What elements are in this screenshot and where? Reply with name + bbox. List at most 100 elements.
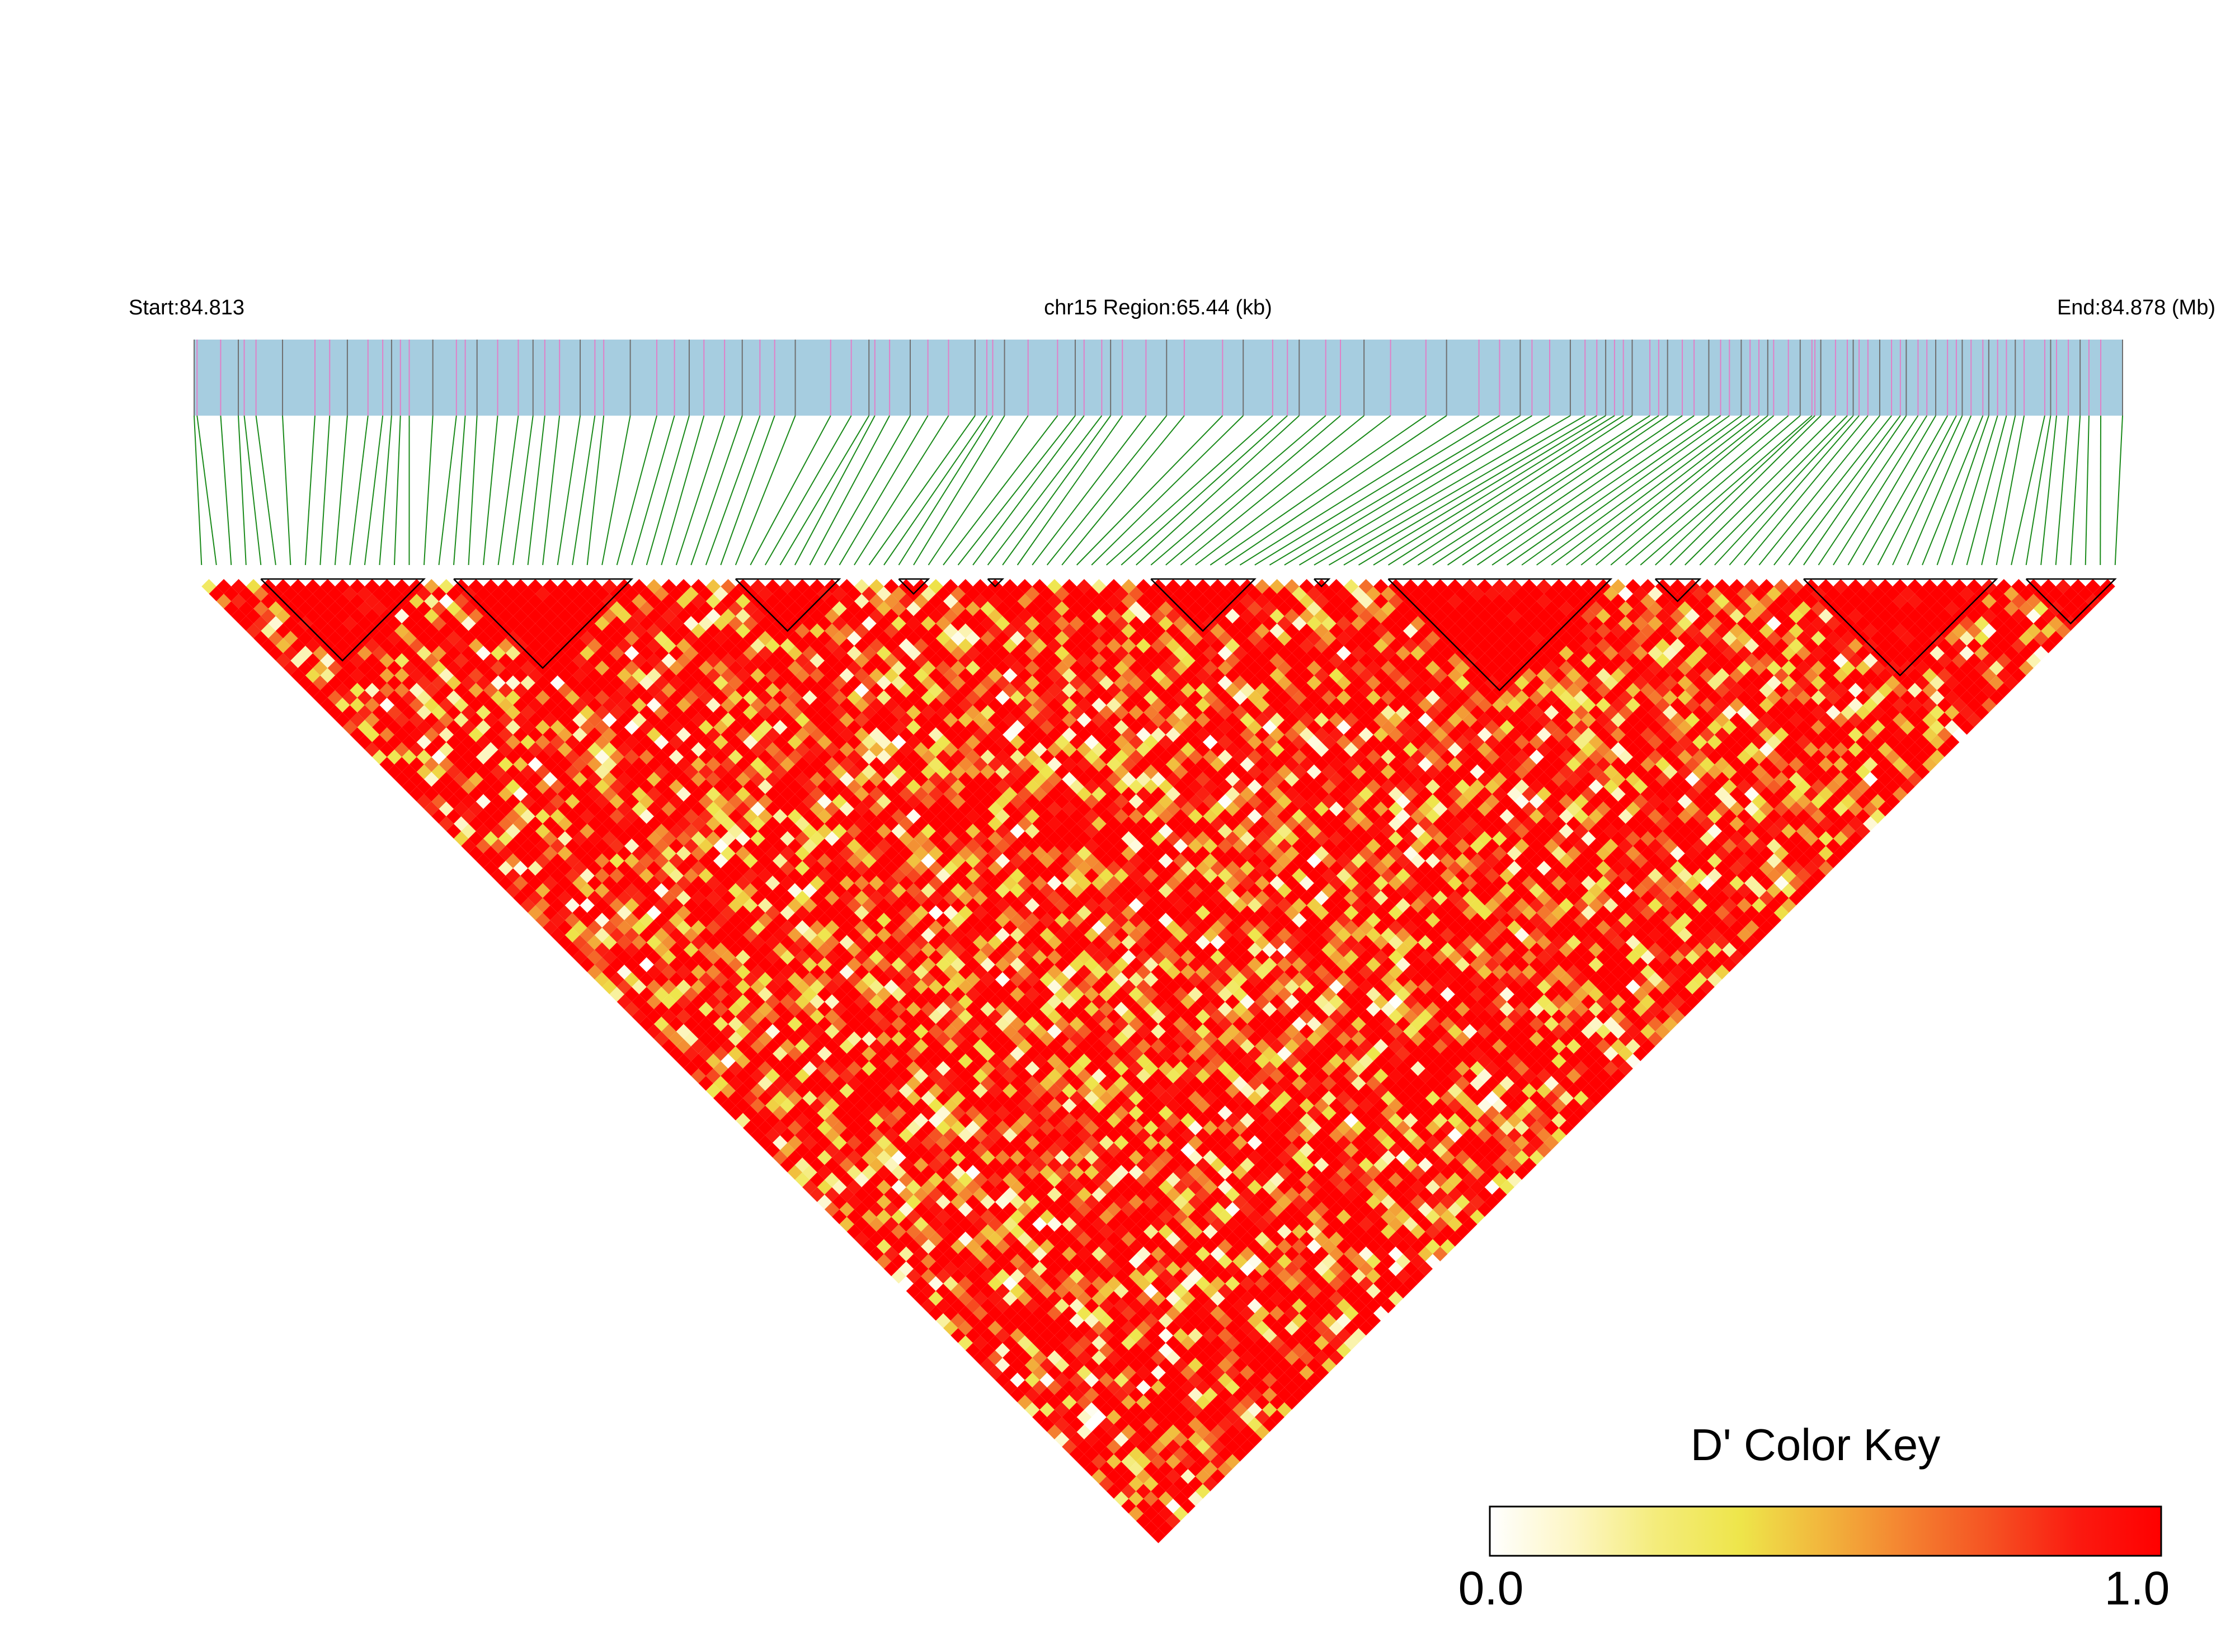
ld-cell [305, 653, 321, 669]
ld-cell [987, 1291, 1003, 1306]
ld-cell [773, 1150, 788, 1165]
ld-cell [1084, 1343, 1099, 1358]
ld-cell [431, 749, 446, 765]
ld-cell [862, 1239, 877, 1254]
snp-connector-line [572, 415, 596, 566]
ld-cell [476, 675, 491, 690]
ld-cell [528, 712, 543, 728]
ld-cell [1203, 1372, 1218, 1388]
ld-cell [498, 698, 514, 713]
ld-cell [1136, 1335, 1151, 1350]
ld-cell [468, 742, 484, 757]
ld-cell [1136, 1306, 1151, 1321]
ld-cell [1091, 1469, 1107, 1484]
ld-cell [898, 1157, 914, 1173]
ld-cell [424, 623, 439, 639]
ld-cell [1121, 1484, 1136, 1499]
ld-cell [394, 757, 410, 772]
ld-cell [402, 749, 417, 765]
ld-cell [1136, 1365, 1151, 1380]
ld-cell [958, 1276, 973, 1291]
ld-cell [995, 1328, 1010, 1343]
ld-cell [439, 771, 454, 787]
ld-cell [817, 1165, 832, 1180]
ld-cell [883, 1261, 899, 1277]
ld-cell [1010, 1268, 1025, 1284]
ld-cell [357, 660, 373, 676]
ld-cell [357, 646, 373, 661]
ld-cell [1032, 1291, 1047, 1306]
ld-cell [802, 1165, 817, 1180]
ld-cell [528, 683, 543, 698]
ld-cell [476, 823, 491, 839]
ld-cell [935, 1209, 951, 1225]
ld-cell [513, 742, 528, 757]
ld-cell [454, 727, 469, 742]
ld-cell [995, 1254, 1010, 1269]
ld-cell [1099, 1372, 1114, 1388]
ld-cell [1099, 1298, 1114, 1314]
ld-cell [1069, 1417, 1084, 1432]
ld-cell [928, 1113, 944, 1128]
ld-cell [1003, 1276, 1018, 1291]
snp-connector-line [1877, 415, 1957, 566]
ld-cell [342, 660, 357, 676]
ld-cell [528, 787, 543, 802]
ld-cell [1003, 1231, 1018, 1247]
snp-connector-line [196, 415, 217, 566]
snp-connector-line [1580, 415, 1768, 566]
snp-connector-line [1239, 415, 1480, 566]
snp-connector-line [1951, 415, 1998, 566]
snp-connector-line [1254, 415, 1500, 566]
ld-cell [379, 579, 394, 594]
ld-cell [973, 1172, 988, 1188]
ld-cell [1024, 1224, 1040, 1239]
ld-cell [1062, 1380, 1077, 1395]
ld-cell [498, 727, 514, 742]
ld-cell [1217, 1402, 1233, 1418]
ld-cell [980, 1150, 995, 1165]
ld-cell [958, 1187, 973, 1202]
ld-cell [402, 735, 417, 750]
ld-cell [632, 801, 647, 817]
ld-cell [1121, 1306, 1136, 1321]
ld-cell [335, 698, 350, 713]
ld-cell [1099, 1402, 1114, 1418]
ld-cell [520, 853, 535, 869]
snp-connector-line [438, 415, 457, 566]
ld-cell [832, 1209, 847, 1225]
ld-cell [424, 771, 439, 787]
ld-cell [1047, 1231, 1062, 1247]
ld-cell [1106, 1306, 1122, 1321]
snp-connector-line [1892, 415, 1963, 566]
ld-cell [483, 757, 498, 772]
ld-cell [1084, 1358, 1099, 1373]
ld-cell [513, 771, 528, 787]
ld-cell [387, 660, 402, 676]
snp-connector-line [1032, 415, 1147, 566]
ld-cell [987, 1306, 1003, 1321]
ld-cell [935, 1194, 951, 1209]
ld-cell [491, 660, 506, 676]
ld-cell [883, 1202, 899, 1217]
ld-cell [491, 735, 506, 750]
snp-connector-line [1655, 415, 1815, 566]
ld-cell [580, 764, 595, 779]
ld-cell [1091, 1380, 1107, 1395]
ld-cell [1128, 1313, 1144, 1329]
ld-cell [564, 735, 580, 750]
ld-cell [1047, 1350, 1062, 1366]
ld-cell [1136, 1350, 1151, 1366]
snp-connector-line [586, 415, 605, 566]
ld-cell [557, 787, 573, 802]
ld-cell [1106, 1484, 1122, 1499]
ld-cell [298, 646, 313, 661]
snp-connector-line [1046, 415, 1168, 566]
ld-cell [461, 630, 476, 646]
ld-cell [995, 1268, 1010, 1284]
ld-cell [454, 831, 469, 846]
ld-cell [409, 712, 424, 728]
ld-cell [1173, 1417, 1188, 1432]
ld-cell [402, 616, 417, 631]
ld-cell [409, 609, 424, 624]
